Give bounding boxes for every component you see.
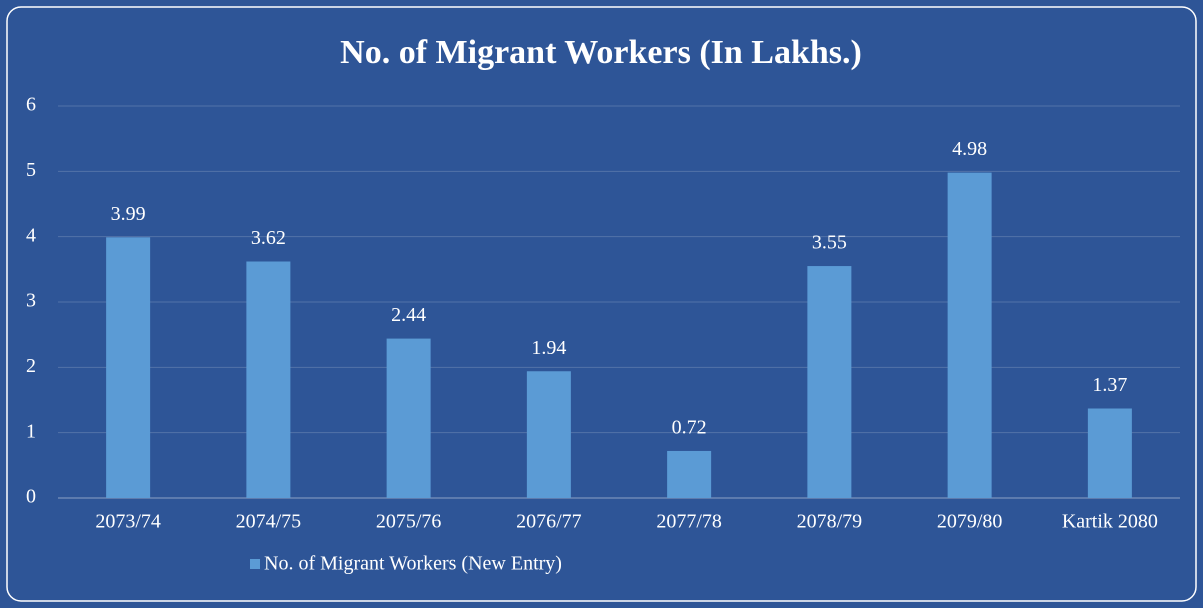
y-tick-label: 5 xyxy=(26,159,36,181)
chart-title: No. of Migrant Workers (In Lakhs.) xyxy=(340,34,862,71)
y-tick-label: 6 xyxy=(26,94,36,116)
y-tick-label: 4 xyxy=(26,224,36,246)
bar xyxy=(386,338,431,498)
data-label: 1.37 xyxy=(1092,374,1127,396)
y-tick-label: 2 xyxy=(26,355,36,377)
bar xyxy=(947,172,992,498)
x-tick-label: 2073/74 xyxy=(95,511,161,533)
x-tick-label: Kartik 2080 xyxy=(1062,511,1158,533)
bar xyxy=(106,237,151,498)
data-label: 3.62 xyxy=(251,227,286,249)
data-label: 1.94 xyxy=(531,337,566,359)
data-label: 3.55 xyxy=(812,232,847,254)
bar xyxy=(807,266,852,498)
data-label: 2.44 xyxy=(391,304,426,326)
legend-label: No. of Migrant Workers (New Entry) xyxy=(264,553,562,575)
y-tick-label: 3 xyxy=(26,290,36,312)
y-tick-label: 1 xyxy=(26,420,36,442)
data-label: 3.99 xyxy=(111,203,146,225)
x-tick-label: 2074/75 xyxy=(236,511,302,533)
x-tick-label: 2076/77 xyxy=(516,511,582,533)
data-label: 0.72 xyxy=(672,417,707,439)
y-tick-label: 0 xyxy=(26,486,36,508)
data-label: 4.98 xyxy=(952,138,987,160)
x-tick-label: 2075/76 xyxy=(376,511,442,533)
frame xyxy=(6,6,1197,602)
legend-swatch xyxy=(250,559,260,569)
bar xyxy=(1087,408,1132,498)
x-tick-label: 2079/80 xyxy=(937,511,1003,533)
bar xyxy=(667,450,712,498)
bar xyxy=(246,261,291,498)
x-tick-label: 2077/78 xyxy=(656,511,722,533)
bar xyxy=(526,371,571,498)
x-tick-label: 2078/79 xyxy=(797,511,863,533)
